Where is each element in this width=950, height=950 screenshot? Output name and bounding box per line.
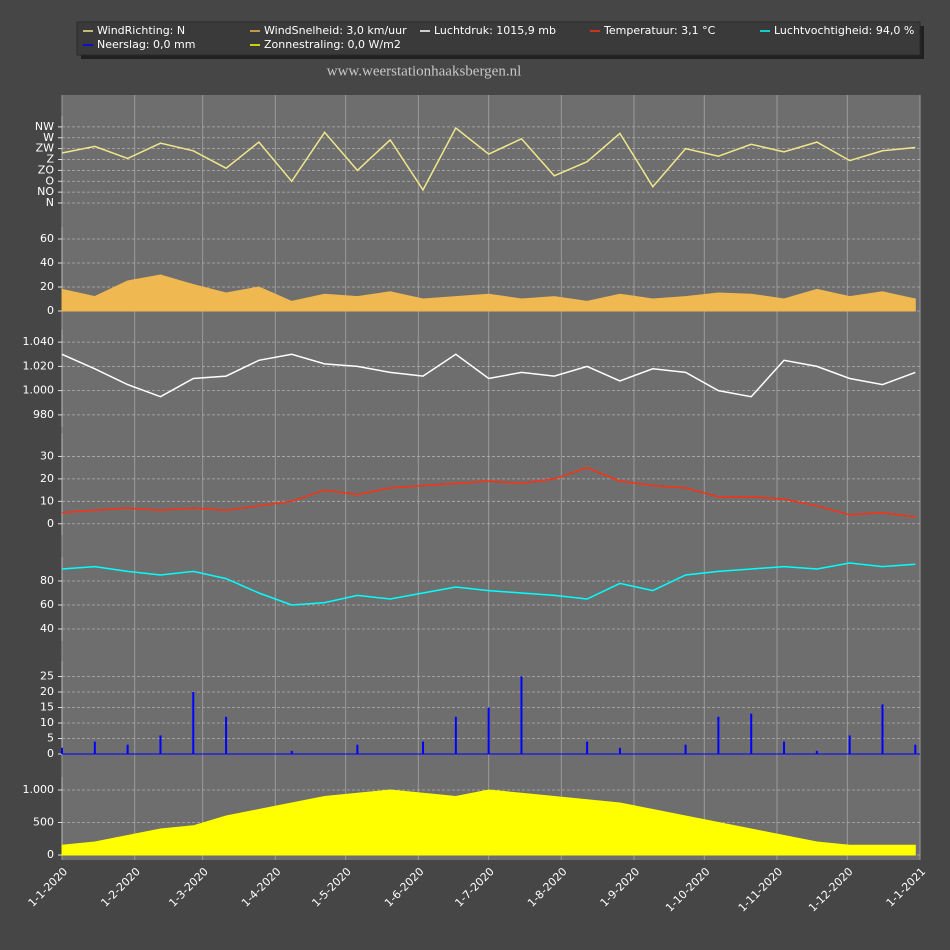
- y-tick-label: 20: [40, 685, 54, 698]
- legend-label: Neerslag: 0,0 mm: [97, 38, 195, 51]
- y-tick-label: 10: [40, 716, 54, 729]
- data-bar: [783, 741, 786, 754]
- y-tick-label: W: [43, 131, 54, 144]
- data-line: [61, 126, 916, 192]
- data-line: [61, 562, 916, 606]
- legend-box: [76, 21, 921, 56]
- data-bar: [159, 735, 162, 754]
- legend-label: WindRichting: N: [97, 24, 185, 37]
- y-tick-label: 10: [40, 494, 54, 507]
- y-tick-label: N: [46, 196, 54, 209]
- y-tick-label: 80: [40, 574, 54, 587]
- data-bar: [454, 716, 457, 754]
- y-tick-label: 0: [47, 747, 54, 760]
- data-bar: [684, 744, 687, 754]
- y-tick-label: 1.000: [23, 384, 55, 397]
- data-bar: [126, 744, 129, 754]
- y-tick-label: O: [45, 174, 54, 187]
- watermark: www.weerstationhaaksbergen.nl: [327, 63, 522, 79]
- data-bar: [356, 744, 359, 754]
- data-area: [61, 789, 916, 856]
- y-tick-label: ZO: [38, 163, 55, 176]
- y-tick-label: 5: [47, 732, 54, 745]
- data-area: [61, 274, 916, 312]
- y-tick-label: 40: [40, 622, 54, 635]
- y-tick-label: 60: [40, 232, 54, 245]
- data-bar: [61, 747, 63, 754]
- y-tick-label: 60: [40, 598, 54, 611]
- y-tick-label: 1.040: [23, 335, 55, 348]
- y-tick-label: 0: [47, 517, 54, 530]
- data-bar: [520, 676, 523, 754]
- data-bar: [586, 741, 589, 754]
- y-tick-label: 980: [33, 408, 54, 421]
- y-tick-label: Z: [46, 153, 54, 166]
- y-tick-label: 500: [33, 816, 54, 829]
- data-bar: [848, 735, 851, 754]
- y-tick-label: 25: [40, 670, 54, 683]
- data-bar: [290, 750, 293, 754]
- data-bar: [881, 704, 884, 754]
- y-tick-label: NW: [35, 120, 54, 133]
- y-tick-label: 20: [40, 280, 54, 293]
- y-tick-label: 20: [40, 472, 54, 485]
- plot-area: [62, 95, 920, 860]
- data-bar: [618, 747, 621, 754]
- data-line: [61, 353, 916, 398]
- data-bar: [815, 750, 818, 754]
- legend-label: Luchtvochtigheid: 94,0 %: [774, 24, 914, 37]
- data-bar: [93, 741, 96, 754]
- y-tick-label: 0: [47, 848, 54, 861]
- data-bar: [750, 713, 753, 754]
- y-tick-label: ZW: [36, 142, 55, 155]
- data-bar: [487, 707, 490, 754]
- data-bar: [914, 744, 917, 754]
- data-bar: [422, 741, 425, 754]
- y-tick-label: 15: [40, 701, 54, 714]
- data-bar: [717, 716, 720, 754]
- y-tick-label: 30: [40, 449, 54, 462]
- legend-label: Zonnestraling: 0,0 W/m2: [264, 38, 401, 51]
- legend-label: Luchtdruk: 1015,9 mb: [434, 24, 556, 37]
- y-tick-label: 40: [40, 256, 54, 269]
- data-bar: [225, 716, 228, 754]
- data-line: [61, 466, 916, 518]
- y-tick-label: 0: [47, 304, 54, 317]
- data-bar: [192, 692, 195, 754]
- y-tick-label: 1.000: [23, 783, 55, 796]
- y-tick-label: NO: [37, 185, 54, 198]
- legend-label: Temperatuur: 3,1 °C: [603, 24, 716, 37]
- legend-label: WindSnelheid: 3,0 km/uur: [264, 24, 407, 37]
- y-tick-label: 1.020: [23, 359, 55, 372]
